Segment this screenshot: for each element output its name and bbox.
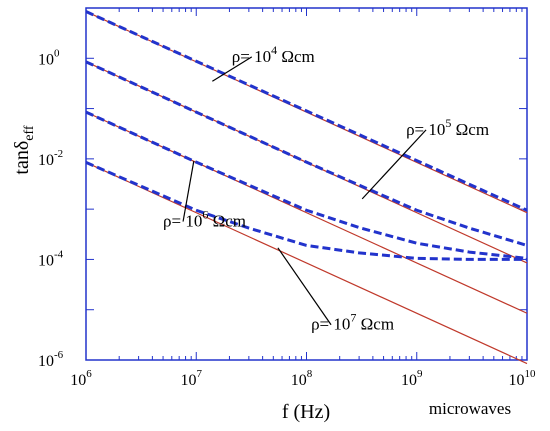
annotation-label-2: ρ= 106 Ωcm <box>163 208 246 231</box>
measured-curve-4 <box>85 10 528 212</box>
annotation-pointer-3 <box>277 247 332 326</box>
annotation-label-3: ρ= 107 Ωcm <box>311 311 394 334</box>
model-line-3 <box>85 161 528 365</box>
annotations: ρ= 104 Ωcm ρ= 105 Ωcm ρ= 106 Ωcm ρ= 107 Ωcm <box>163 43 489 334</box>
x-tick-label-2: 108 <box>291 368 313 389</box>
svg-text:tanδeff: tanδeff <box>11 125 37 174</box>
x-axis-label: f (Hz) <box>282 401 330 423</box>
y-tick-label-0: 10-6 <box>38 349 64 370</box>
annotation-label-1: ρ= 105 Ωcm <box>406 116 489 139</box>
annotation-pointer-2 <box>182 161 195 222</box>
measured-curves <box>85 10 528 261</box>
x-tick-label-1: 107 <box>181 368 203 389</box>
y-tick-label-3: 100 <box>38 47 60 68</box>
annotation-pointer-1 <box>361 129 427 200</box>
measured-curve-5 <box>85 60 528 247</box>
annotation-label-0: ρ= 104 Ωcm <box>232 43 315 66</box>
y-axis-label-base: tanδ <box>11 141 33 175</box>
tick-labels: 106 107 108 109 1010 10-6 10-4 10-2 100 <box>38 47 536 389</box>
y-tick-label-1: 10-4 <box>38 248 64 269</box>
x-tick-label-3: 109 <box>401 368 423 389</box>
x-axis-label-extra: microwaves <box>429 399 511 418</box>
model-line-2 <box>85 111 528 314</box>
x-tick-label-0: 106 <box>70 368 92 389</box>
axis-ticks <box>85 7 528 361</box>
measured-curve-7 <box>85 161 527 261</box>
x-tick-label-4: 1010 <box>509 368 537 389</box>
y-tick-label-2: 10-2 <box>38 148 63 169</box>
y-axis-label: tanδeff <box>11 125 37 174</box>
measured-curve-6 <box>85 110 528 260</box>
annotation-pointer-0 <box>212 56 253 82</box>
y-axis-label-sub: eff <box>22 125 37 141</box>
